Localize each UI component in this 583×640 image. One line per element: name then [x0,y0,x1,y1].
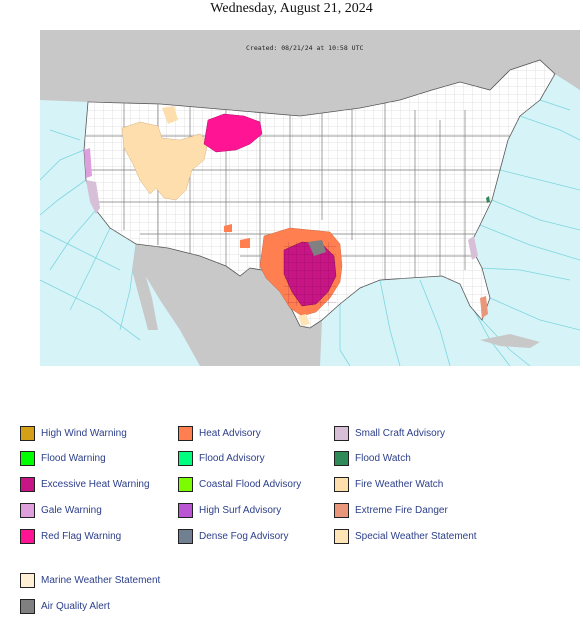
legend-item: Gale Warning [20,501,102,519]
legend-item: Dense Fog Advisory [178,527,289,545]
small-craft-advisory-atlantic [468,236,478,260]
heat-advisory-nm2 [240,238,250,248]
legend-item: Red Flag Warning [20,527,121,545]
legend-item: Small Craft Advisory [334,424,445,442]
legend-swatch [334,477,349,493]
legend-label: Heat Advisory [199,427,261,439]
excessive-heat-grid [284,242,336,306]
legend-swatch [334,425,349,441]
us-alert-map-svg: Created: 08/21/24 at 10:58 UTC [40,30,580,366]
marine-zone-lines [40,99,580,366]
fire-weather-watch-north [162,106,178,124]
legend-item: Special Weather Statement [334,527,477,545]
legend-label: High Wind Warning [41,427,127,439]
created-timestamp: Created: 08/21/24 at 10:58 UTC [246,44,363,52]
legend-swatch [20,572,35,588]
cuba [480,334,540,348]
legend-swatch [20,598,35,614]
legend-label: Dense Fog Advisory [199,530,289,542]
legend-swatch [20,451,35,467]
air-quality-alert-dallas [308,240,326,256]
baja [132,244,158,330]
legend-label: Flood Advisory [199,453,265,465]
legend-item: High Surf Advisory [178,501,281,519]
legend-swatch [178,451,193,467]
legend-label: Gale Warning [41,504,102,516]
legend-label: Fire Weather Watch [355,479,444,491]
canada [40,30,580,116]
heat-advisory-nm [224,224,232,232]
legend-label: Coastal Flood Advisory [199,479,302,491]
legend-swatch [334,502,349,518]
flood-watch-nc [486,196,490,203]
legend-swatch [334,528,349,544]
legend-swatch [178,528,193,544]
legend-swatch [334,451,349,467]
gale-warning-coast [84,148,92,178]
legend-swatch [178,425,193,441]
legend-item: Fire Weather Watch [334,476,443,494]
extreme-fire-danger-florida [480,296,488,318]
legend-swatch [178,502,193,518]
page-title: Wednesday, August 21, 2024 [210,1,373,16]
legend-swatch [20,528,35,544]
legend-item: High Wind Warning [20,424,127,442]
small-craft-advisory-coast [86,180,100,214]
legend-item: Flood Advisory [178,450,265,468]
legend-label: Marine Weather Statement [41,574,161,586]
legend-item: Excessive Heat Warning [20,476,150,494]
legend-item: Coastal Flood Advisory [178,476,301,494]
legend-label: Red Flag Warning [41,530,122,542]
legend-item: Flood Warning [20,450,106,468]
legend-swatch [20,477,35,493]
legend-label: Air Quality Alert [41,600,110,612]
legend-swatch [20,502,35,518]
legend-item: Heat Advisory [178,424,261,442]
special-weather-statement-tx [298,314,310,326]
legend-swatch [178,477,193,493]
legend-label: Extreme Fire Danger [355,504,448,516]
alerts-map[interactable]: Created: 08/21/24 at 10:58 UTC [40,30,580,366]
legend-label: Special Weather Statement [355,530,477,542]
legend-label: Small Craft Advisory [355,427,446,439]
legend-swatch [20,425,35,441]
legend-item: Air Quality Alert [20,597,110,615]
legend-label: Flood Watch [355,453,411,465]
red-flag-warning-wyoming [203,113,263,153]
legend-item: Flood Watch [334,450,411,468]
mexico [136,244,322,366]
legend-label: Excessive Heat Warning [41,479,150,491]
legend-item: Extreme Fire Danger [334,501,448,519]
legend-item: Marine Weather Statement [20,571,160,589]
legend-label: High Surf Advisory [199,504,282,516]
legend-label: Flood Warning [41,453,106,465]
fire-weather-watch-west [121,121,209,201]
